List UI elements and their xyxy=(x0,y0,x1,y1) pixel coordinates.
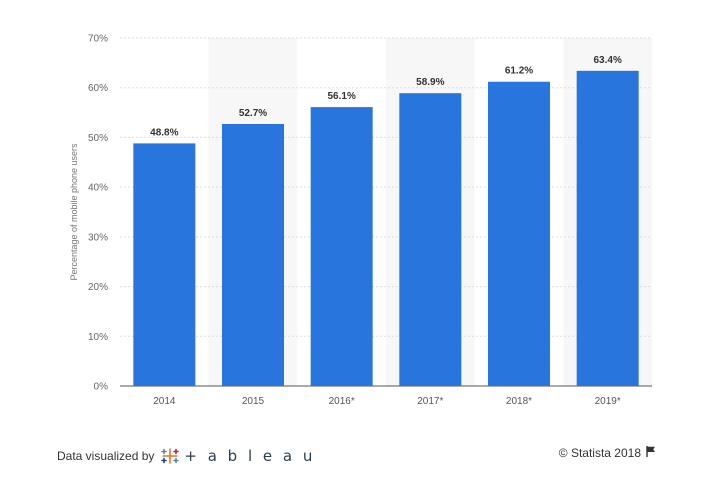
y-tick-label: 60% xyxy=(88,83,108,94)
flag-icon[interactable] xyxy=(646,446,656,460)
tableau-wordmark: + a b l e a u xyxy=(184,447,316,465)
visualized-by-footer[interactable]: Data visualized by + a b l e a u xyxy=(57,446,315,466)
tableau-logo-icon[interactable]: + a b l e a u xyxy=(160,446,315,466)
visualized-by-text: Data visualized by xyxy=(57,449,155,463)
x-axis-labels: 2014 2015 2016* 2017* 2018* 2019* xyxy=(153,396,621,407)
y-axis-title: Percentage of mobile phone users xyxy=(69,143,79,281)
data-labels: 48.8% 52.7% 56.1% 58.9% 61.2% 63.4% xyxy=(150,55,622,139)
data-label: 58.9% xyxy=(416,77,444,88)
bar-2017[interactable] xyxy=(399,93,462,386)
bar-2016[interactable] xyxy=(310,107,373,387)
bar-2014[interactable] xyxy=(133,143,196,386)
y-tick-label: 0% xyxy=(94,382,109,393)
bar-2015[interactable] xyxy=(222,124,284,387)
x-tick-label: 2019* xyxy=(595,396,621,407)
y-tick-label: 20% xyxy=(88,282,108,293)
data-label: 52.7% xyxy=(239,108,267,119)
bar-2018[interactable] xyxy=(488,81,550,387)
y-axis-ticks: 0% 10% 20% 30% 40% 50% 60% 70% xyxy=(88,34,108,393)
y-tick-label: 50% xyxy=(88,133,108,144)
gridlines xyxy=(120,37,652,337)
x-tick-label: 2017* xyxy=(417,396,443,407)
tableau-cross-icon xyxy=(161,448,180,464)
copyright-text: © Statista 2018 xyxy=(558,446,641,460)
x-tick-label: 2016* xyxy=(329,396,355,407)
bars xyxy=(133,70,639,387)
x-tick-label: 2015 xyxy=(242,396,265,407)
bar-chart: 0% 10% 20% 30% 40% 50% 60% 70% 48.8% 52.7% 56.1% 5… xyxy=(69,34,652,407)
x-tick-label: 2014 xyxy=(153,396,176,407)
x-tick-label: 2018* xyxy=(506,396,532,407)
bar-2019[interactable] xyxy=(576,70,639,386)
y-tick-label: 40% xyxy=(88,183,108,194)
data-label: 56.1% xyxy=(327,91,355,102)
y-tick-label: 10% xyxy=(88,332,108,343)
data-label: 48.8% xyxy=(150,127,178,138)
y-tick-label: 70% xyxy=(88,34,108,45)
statista-credit[interactable]: © Statista 2018 xyxy=(559,446,656,460)
y-tick-label: 30% xyxy=(88,232,108,243)
data-label: 63.4% xyxy=(593,55,621,66)
data-label: 61.2% xyxy=(505,66,533,77)
